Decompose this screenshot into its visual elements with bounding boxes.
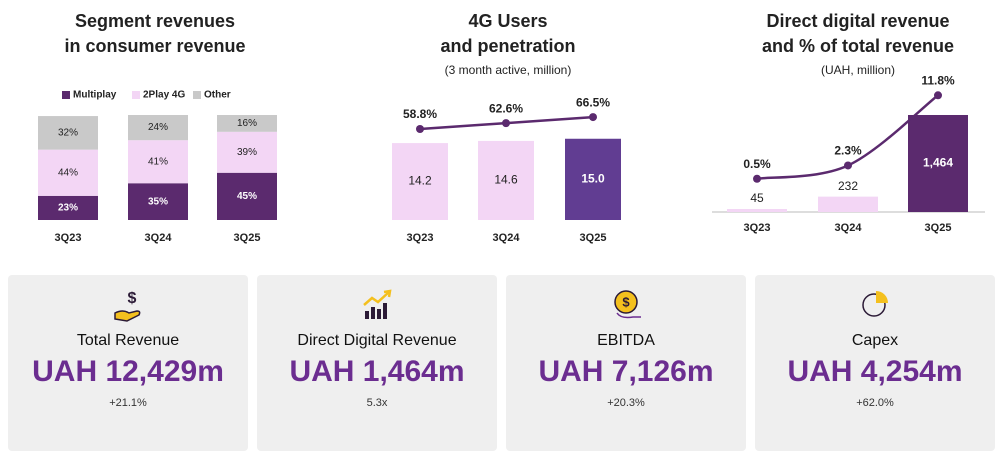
line-point [934,91,942,100]
legend-label: Multiplay [73,90,117,101]
bar-segment [128,183,188,220]
coin-icon: $ [614,290,641,319]
bar [565,138,621,220]
x-tick-label: 3Q24 [835,222,863,234]
bar-segment [38,149,98,196]
bar [478,140,534,220]
growth-icon [363,289,392,319]
pie-icon [862,291,888,317]
legend-swatch [62,91,70,99]
point-label: 11.8% [921,73,955,87]
value-label: 41% [148,156,168,167]
kpi-card: Capex UAH 4,254m +62.0% [755,275,995,451]
bar [727,209,787,212]
legend-swatch [193,91,201,99]
kpi-change: +62.0% [856,397,894,409]
x-tick-label: 3Q25 [925,222,952,234]
kpi-label: EBITDA [597,332,655,349]
svg-text:$: $ [622,294,630,309]
chart-title: Direct digital revenue [766,11,949,31]
line-point [502,119,510,128]
point-label: 2.3% [834,144,862,158]
bar-segment [38,195,98,220]
legend-swatch [132,91,140,99]
point-label: 58.8% [403,107,437,121]
kpi-value: UAH 7,126m [538,355,714,388]
kpi-label: Capex [851,332,899,349]
value-label: 23% [58,203,78,214]
chart-title: Segment revenues [75,11,235,31]
kpi-card: Direct Digital Revenue UAH 1,464m 5.3x [257,275,497,451]
kpi-change: +20.3% [607,397,645,409]
bar [392,143,448,220]
kpi-value: UAH 1,464m [289,355,465,388]
value-label: 14.2 [408,174,432,188]
chart-title: and penetration [440,36,575,56]
value-label: 232 [838,179,858,193]
bar [908,114,968,212]
point-label: 66.5% [576,95,610,109]
chart-title: and % of total revenue [762,36,954,56]
legend-label: Other [204,90,231,101]
chart-title: 4G Users [468,11,547,31]
chart-title: in consumer revenue [64,36,245,56]
value-label: 1,464 [923,156,953,170]
point-label: 0.5% [743,157,771,171]
bar-segment [128,140,188,184]
chart-subtitle: (3 month active, million) [445,63,572,77]
kpi-value: UAH 4,254m [787,355,963,388]
bar-segment [217,131,277,173]
value-label: 24% [148,122,168,133]
kpi-label: Direct Digital Revenue [297,332,457,349]
x-tick-label: 3Q23 [407,232,434,244]
charts: Segment revenues in consumer revenue 3Q23 3… [38,11,985,244]
value-label: 16% [237,118,257,129]
value-label: 14.6 [494,173,518,187]
x-tick-label: 3Q24 [145,232,173,244]
legend-label: 2Play 4G [143,90,185,101]
x-tick-label: 3Q25 [234,232,261,244]
bar-segment [38,116,98,150]
kpi-change: 5.3x [366,397,388,409]
line-point [589,113,597,122]
kpi-change: +21.1% [109,397,147,409]
point-label: 62.6% [489,101,523,115]
money-hand-icon: $ [114,290,141,322]
chart-subtitle: (UAH, million) [821,63,895,77]
bar-segment [217,115,277,132]
line-point [416,125,424,133]
kpi-card: $ Total Revenue UAH 12,429m +21.1% [8,275,248,451]
bar-segment [217,172,277,220]
x-tick-label: 3Q23 [55,232,82,244]
bar-segment [128,115,188,141]
x-tick-label: 3Q24 [493,232,521,244]
svg-text:$: $ [128,290,137,307]
value-label: 44% [58,167,78,178]
value-label: 45% [237,191,257,202]
value-label: 32% [58,127,78,138]
value-label: 35% [148,196,168,207]
bar [818,196,878,212]
kpi-card: $ EBITDA UAH 7,126m +20.3% [506,275,746,451]
value-label: 15.0 [581,172,605,186]
kpi-value: UAH 12,429m [32,355,224,388]
line-point [844,161,852,170]
value-label: 39% [237,147,257,158]
x-tick-label: 3Q23 [744,222,771,234]
kpi-label: Total Revenue [76,332,180,349]
x-tick-label: 3Q25 [580,232,607,244]
value-label: 45 [750,191,764,205]
line-point [753,174,761,183]
